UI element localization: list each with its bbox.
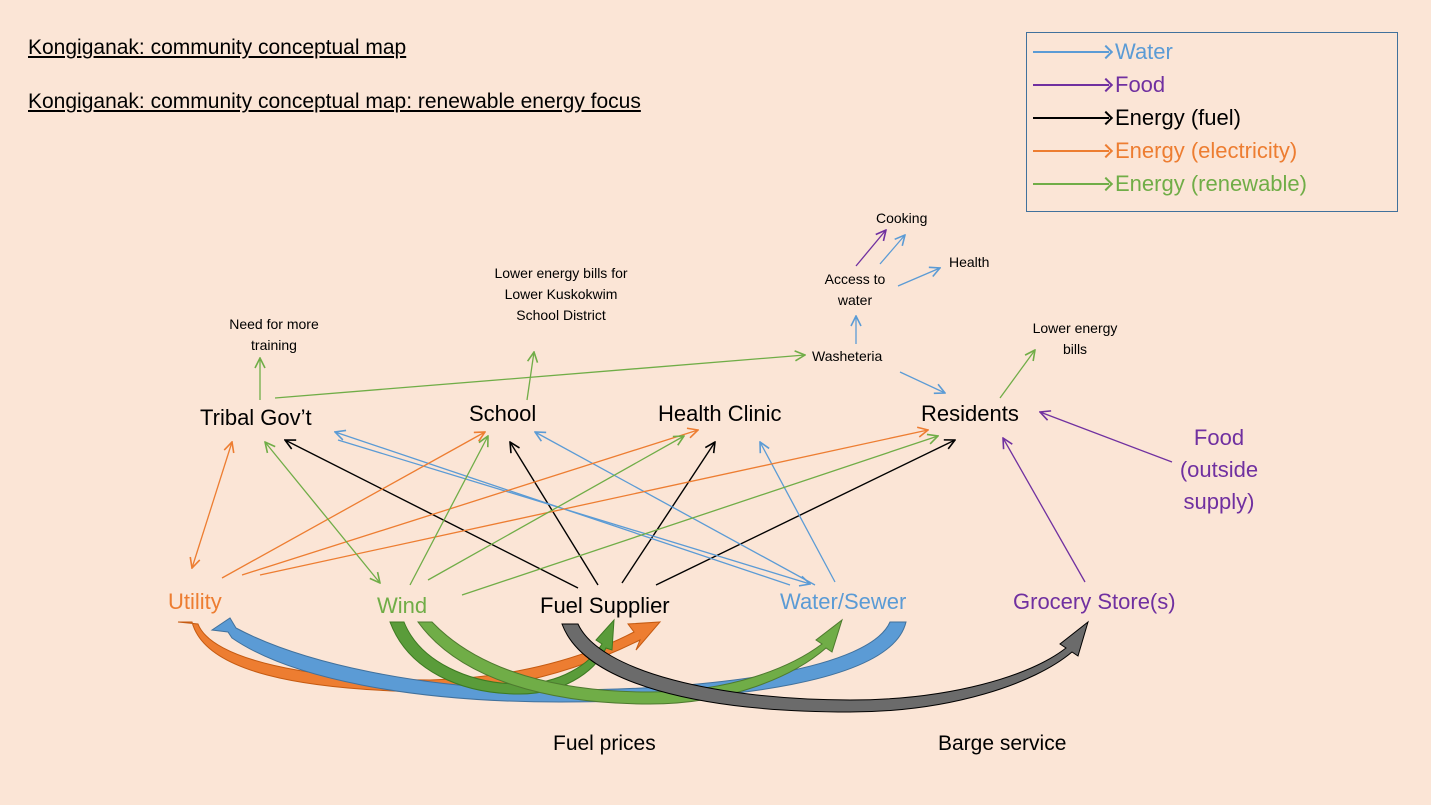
node-school: School	[469, 401, 537, 426]
node-tribal-govt: Tribal Gov’t	[200, 405, 312, 430]
washeteria-to-residents	[899, 371, 945, 393]
wind-to-school	[409, 436, 488, 586]
access-to-cooking-food	[855, 230, 886, 267]
green-driver-arrow-1	[389, 618, 615, 695]
school-to-lower-bills	[526, 352, 534, 401]
fuel-links	[285, 440, 955, 589]
node-utility: Utility	[168, 589, 222, 614]
utility-tribal	[192, 442, 232, 568]
node-residents: Residents	[921, 401, 1019, 426]
residents-to-lower-bills	[999, 350, 1035, 399]
utility-to-school	[221, 432, 485, 579]
driver-barge-service: Barge service	[938, 732, 1067, 755]
legend-item-water: Water	[1027, 37, 1397, 67]
utility-to-clinic	[241, 430, 698, 576]
wind-to-residents	[461, 436, 938, 596]
water-to-school	[535, 432, 816, 586]
legend: Water Food Energy (fuel) Energy (electri…	[1026, 32, 1398, 212]
arrow-icon	[1033, 84, 1109, 86]
renewable-links	[260, 350, 1035, 596]
tribal-to-water	[337, 439, 810, 584]
node-wind: Wind	[377, 593, 428, 618]
legend-label: Energy (electricity)	[1115, 138, 1298, 163]
legend-label: Energy (renewable)	[1115, 171, 1307, 196]
electricity-links	[192, 430, 928, 579]
legend-item-fuel: Energy (fuel)	[1027, 103, 1397, 133]
food-links	[855, 230, 1173, 583]
outcome-health: Health	[949, 254, 990, 270]
driver-fuel-prices: Fuel prices	[553, 732, 656, 755]
driver-arrows	[177, 617, 1089, 713]
green-driver-arrow-2	[417, 618, 843, 705]
legend-item-electricity: Energy (electricity)	[1027, 136, 1397, 166]
arrow-icon	[1033, 117, 1109, 119]
legend-item-renewable: Energy (renewable)	[1027, 169, 1397, 199]
node-food-outside-supply: Food (outside supply)	[1179, 425, 1259, 514]
grocery-to-residents	[1003, 438, 1086, 583]
blue-driver-arrow	[210, 617, 907, 703]
fuel-to-clinic	[621, 442, 715, 584]
legend-label: Water	[1115, 39, 1173, 64]
wind-to-clinic	[427, 436, 684, 581]
access-to-cooking	[879, 235, 905, 265]
tribal-to-washeteria	[274, 355, 805, 399]
outcome-cooking: Cooking	[876, 210, 928, 226]
water-to-clinic	[760, 442, 836, 583]
node-water-sewer: Water/Sewer	[780, 589, 907, 614]
map-title: Kongiganak: community conceptual map	[28, 36, 407, 59]
legend-item-food: Food	[1027, 70, 1397, 100]
node-health-clinic: Health Clinic	[658, 401, 782, 426]
legend-label: Food	[1115, 72, 1166, 97]
node-grocery-store: Grocery Store(s)	[1013, 589, 1176, 614]
arrow-icon	[1033, 150, 1109, 152]
legend-label: Energy (fuel)	[1115, 105, 1241, 130]
outcome-access-to-water: Access to water	[824, 271, 886, 308]
utility-to-residents	[259, 430, 928, 576]
arrow-icon	[1033, 183, 1109, 185]
fuel-to-school	[510, 442, 599, 586]
outcome-need-training: Need for more training	[229, 316, 319, 353]
outcome-lower-energy-bills: Lower energy bills	[1032, 320, 1118, 357]
wind-tribal	[265, 442, 380, 583]
outcome-washeteria: Washeteria	[812, 348, 883, 364]
outcome-lower-school-bills: Lower energy bills for Lower Kuskokwim S…	[494, 265, 628, 323]
access-to-health	[897, 268, 940, 287]
arrow-icon	[1033, 51, 1109, 53]
grey-driver-arrow	[561, 620, 1089, 713]
fuel-to-residents	[655, 440, 955, 586]
map-subtitle: Kongiganak: community conceptual map: re…	[28, 90, 641, 113]
node-fuel-supplier: Fuel Supplier	[540, 593, 670, 618]
water-links	[335, 235, 945, 585]
food-to-residents	[1040, 412, 1173, 463]
